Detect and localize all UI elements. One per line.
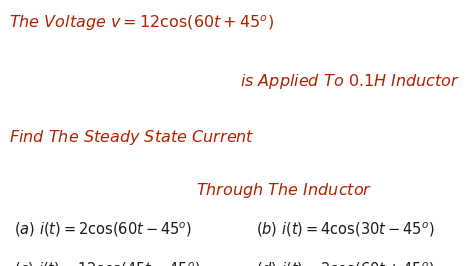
Text: $(a)\ i(t) = 2\cos(60t - 45^o)$: $(a)\ i(t) = 2\cos(60t - 45^o)$ [14,221,192,239]
Text: $\it{is\ Applied\ To}\ 0.1\it{H}\ \it{Inductor}$: $\it{is\ Applied\ To}\ 0.1\it{H}\ \it{In… [240,72,460,91]
Text: $(c)\ i(t) = 12\cos(45t - 45^o)$: $(c)\ i(t) = 12\cos(45t - 45^o)$ [14,261,201,266]
Text: $\it{Find\ The\ Steady\ State\ Current}$: $\it{Find\ The\ Steady\ State\ Current}$ [9,128,255,147]
Text: $(d)\ i(t) = 2\cos(60t + 45^o)$: $(d)\ i(t) = 2\cos(60t + 45^o)$ [256,261,434,266]
Text: $\it{Through\ The\ Inductor}$: $\it{Through\ The\ Inductor}$ [196,181,373,200]
Text: $(b)\ i(t) = 4\cos(30t - 45^o)$: $(b)\ i(t) = 4\cos(30t - 45^o)$ [256,221,434,239]
Text: $\it{The\ Voltage}\ v = 12\cos(60t + 45^o)$: $\it{The\ Voltage}\ v = 12\cos(60t + 45^… [9,13,274,33]
